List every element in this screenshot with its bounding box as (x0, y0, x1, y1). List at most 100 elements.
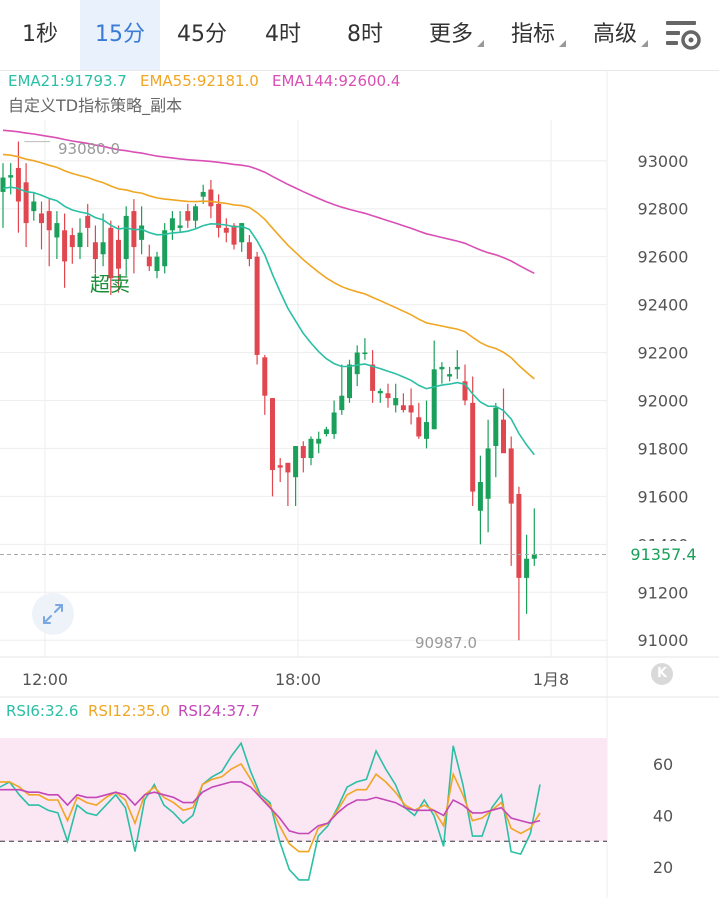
rsi-axis-label: 20 (653, 858, 673, 877)
indicators-caret-icon (559, 40, 566, 47)
period-high-label: 93080.0 (58, 140, 121, 158)
candle-body (462, 381, 468, 401)
candle-body (524, 558, 530, 578)
tab-1s[interactable]: 1秒 (22, 22, 58, 47)
rsi6-legend: RSI6:32.6 (6, 702, 79, 720)
candle-body (31, 201, 37, 212)
advanced-caret-icon (641, 40, 648, 47)
ema55-legend: EMA55:92181.0 (140, 72, 259, 90)
rsi-axis-label: 40 (653, 806, 673, 825)
candle-body (477, 481, 483, 511)
candle-body (323, 429, 329, 435)
candle-body (15, 167, 21, 202)
price-axis-label: 92600 (638, 248, 689, 267)
candle-body (370, 364, 376, 391)
candle-body (154, 256, 160, 272)
ema144-legend: EMA144:92600.4 (272, 72, 401, 90)
price-axis-label: 92200 (638, 344, 689, 363)
candle-body (470, 402, 476, 492)
price-axis-label: 92800 (638, 200, 689, 219)
candle-body (454, 366, 460, 370)
price-axis-label: 92400 (638, 296, 689, 315)
candle-body (54, 223, 60, 238)
candle-body (23, 182, 29, 224)
more-label: 更多 (428, 22, 473, 47)
price-axis-label: 91200 (638, 583, 689, 602)
price-axis-label: 92000 (638, 391, 689, 410)
candle-body (0, 177, 6, 192)
time-axis-label: 12:00 (22, 670, 68, 689)
rsi6-line (0, 741, 541, 881)
strategy-label: 自定义TD指标策略_副本 (8, 96, 183, 115)
ema21-line (2, 186, 535, 456)
oversold-signal: 超卖 (90, 272, 130, 296)
tab-45m[interactable]: 45分 (177, 22, 227, 47)
advanced-dropdown[interactable]: 高级 (578, 0, 652, 70)
ema21-legend: EMA21:91793.7 (8, 72, 127, 90)
candle-body (169, 218, 175, 231)
price-axis-label: 91800 (638, 439, 689, 458)
candle-body (416, 417, 422, 437)
candle-body (116, 239, 121, 269)
candle-body (108, 227, 114, 279)
candle-body (254, 256, 260, 355)
candle-body (223, 227, 229, 233)
candle-body (300, 446, 306, 459)
candle-body (216, 203, 222, 228)
timeframe-bar: 1秒 15分 45分 4时 8时 更多 指标 高级 (0, 0, 719, 71)
expand-arrows-icon (43, 604, 63, 624)
candle-body (39, 213, 44, 224)
candle-body (139, 225, 145, 240)
candle-body (424, 422, 429, 439)
candle-body (293, 446, 299, 478)
candle-body (485, 448, 491, 499)
candle-body (100, 242, 106, 255)
candle-body (162, 230, 168, 267)
more-caret-icon (477, 40, 484, 47)
candle-body (123, 215, 129, 260)
candle-body (339, 395, 345, 411)
scroll-to-latest-button[interactable]: K (651, 663, 673, 685)
candle-body (431, 369, 437, 430)
chart-settings-icon[interactable] (664, 18, 702, 52)
candle-body (354, 352, 360, 375)
price-axis-label: 91000 (638, 631, 689, 650)
candle-body (146, 256, 152, 267)
candle-body (177, 225, 183, 228)
ema144-line (2, 129, 535, 275)
time-axis-label: 1月8 (533, 670, 569, 689)
candle-body (531, 553, 537, 559)
fullscreen-button[interactable] (32, 593, 74, 635)
more-dropdown[interactable]: 更多 (414, 0, 488, 70)
candle-body (239, 223, 245, 243)
candle-body (46, 211, 52, 231)
candle-body (501, 419, 506, 454)
tab-15m[interactable]: 15分 (80, 0, 160, 70)
candle-body (362, 352, 368, 355)
candle-body (246, 242, 252, 260)
candle-body (62, 230, 68, 262)
rsi-band (0, 738, 607, 842)
candle-body (285, 462, 291, 473)
candle-body (8, 175, 14, 178)
candle-body (385, 393, 391, 399)
ema55-line (2, 153, 535, 380)
rsi24-legend: RSI24:37.7 (178, 702, 260, 720)
candle-body (69, 235, 75, 248)
candle-body (493, 407, 499, 447)
candle-body (85, 215, 91, 228)
tab-8h[interactable]: 8时 (347, 22, 383, 47)
rsi12-line (0, 762, 541, 853)
indicators-dropdown[interactable]: 指标 (496, 0, 570, 70)
candle-body (447, 374, 453, 377)
candle-body (331, 412, 337, 435)
candle-body (193, 206, 198, 221)
candle-body (200, 191, 206, 197)
current-price-tag: 91357.4 (608, 541, 719, 569)
candle-body (347, 364, 352, 399)
rsi12-legend: RSI12:35.0 (88, 702, 170, 720)
candle-body (516, 493, 522, 578)
candle-body (308, 438, 314, 459)
tab-4h[interactable]: 4时 (265, 22, 301, 47)
